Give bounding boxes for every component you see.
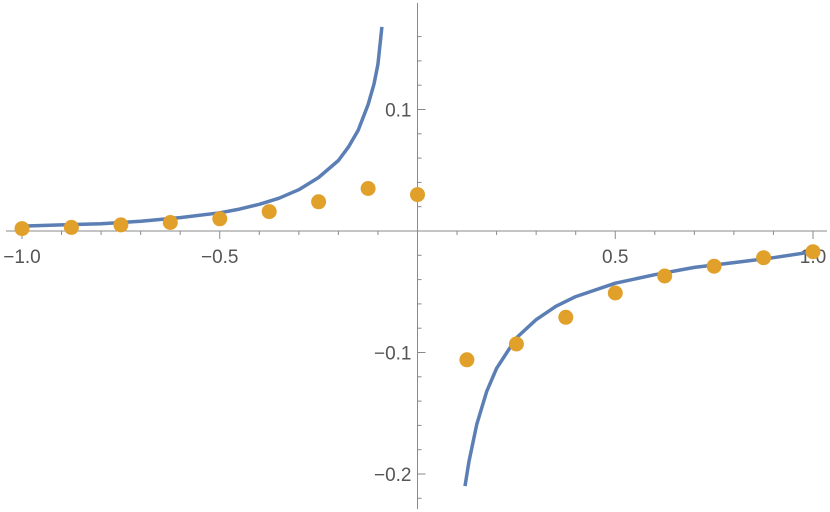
data-point xyxy=(162,215,178,230)
data-point xyxy=(756,250,772,266)
series-layer xyxy=(14,26,821,487)
data-point xyxy=(311,194,327,210)
x-tick-label: −0.5 xyxy=(201,247,239,268)
data-point xyxy=(410,187,425,203)
curve-segment-2 xyxy=(463,249,814,487)
data-point xyxy=(607,285,623,301)
x-tick-label: −1.0 xyxy=(3,247,41,268)
data-point xyxy=(63,219,79,235)
data-point xyxy=(805,244,821,260)
data-point xyxy=(558,309,574,325)
x-tick-label: 0.5 xyxy=(602,247,628,268)
data-point xyxy=(212,211,228,227)
y-tick-label: −0.1 xyxy=(374,344,412,365)
curve-segment-1 xyxy=(21,26,384,228)
data-point xyxy=(360,181,376,196)
data-point xyxy=(657,268,673,284)
y-tick-label: −0.2 xyxy=(374,465,412,486)
data-point xyxy=(459,352,475,368)
data-point xyxy=(261,204,277,220)
y-tick-label: 0.1 xyxy=(385,101,411,122)
data-point xyxy=(508,336,524,352)
data-point xyxy=(14,221,30,237)
data-point xyxy=(706,258,722,274)
axes xyxy=(6,3,827,509)
data-point xyxy=(113,217,129,233)
